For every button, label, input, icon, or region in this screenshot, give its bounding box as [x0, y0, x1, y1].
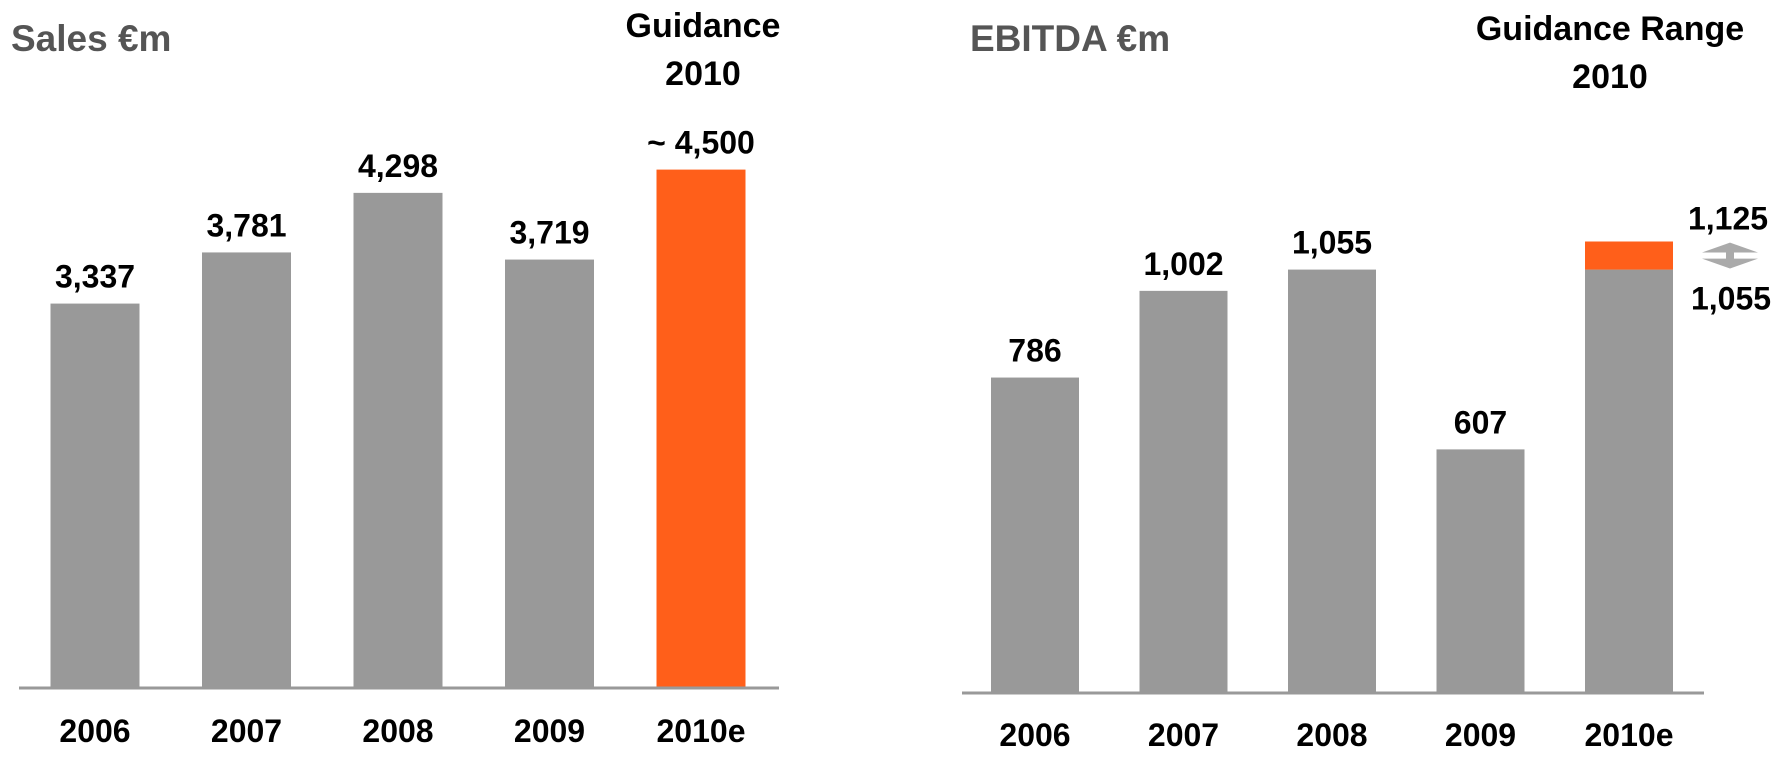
data-label: ~ 4,500	[647, 125, 755, 161]
bar	[1288, 269, 1376, 693]
annotation: Guidance 2010	[625, 7, 781, 93]
range-label: 1,055	[1691, 281, 1771, 317]
x-tick-label: 2006	[999, 717, 1070, 753]
data-label: 3,337	[55, 259, 135, 295]
bar	[353, 192, 443, 688]
data-label: 607	[1454, 404, 1507, 440]
chart-title: Sales €m	[11, 18, 172, 59]
data-label: 3,719	[509, 215, 589, 251]
bar	[1436, 449, 1525, 693]
x-tick-label: 2007	[1148, 717, 1219, 753]
bar	[1139, 290, 1228, 693]
bar	[656, 169, 746, 689]
range-segment	[1585, 241, 1673, 270]
x-tick-label: 2009	[514, 713, 585, 749]
x-tick-label: 2008	[362, 713, 433, 749]
bar	[505, 259, 594, 688]
x-tick-label: 2007	[211, 713, 282, 749]
bar	[50, 303, 140, 688]
annotation: Guidance Range 2010	[1475, 10, 1745, 96]
data-label: 3,781	[206, 207, 286, 243]
bar	[991, 377, 1079, 693]
data-label: 4,298	[358, 148, 438, 184]
bar	[202, 252, 291, 688]
data-label: 786	[1008, 333, 1061, 369]
x-tick-label: 2009	[1445, 717, 1516, 753]
range-label: 1,125	[1688, 201, 1768, 237]
range-arrow	[1695, 240, 1765, 271]
x-tick-label: 2006	[59, 713, 130, 749]
chart-title: EBITDA €m	[970, 18, 1171, 59]
x-tick-label: 2008	[1296, 717, 1367, 753]
x-tick-label: 2010e	[1585, 717, 1674, 753]
range-base	[1585, 269, 1673, 693]
data-label: 1,002	[1143, 246, 1223, 282]
x-tick-label: 2010e	[657, 713, 746, 749]
data-label: 1,055	[1292, 225, 1372, 261]
